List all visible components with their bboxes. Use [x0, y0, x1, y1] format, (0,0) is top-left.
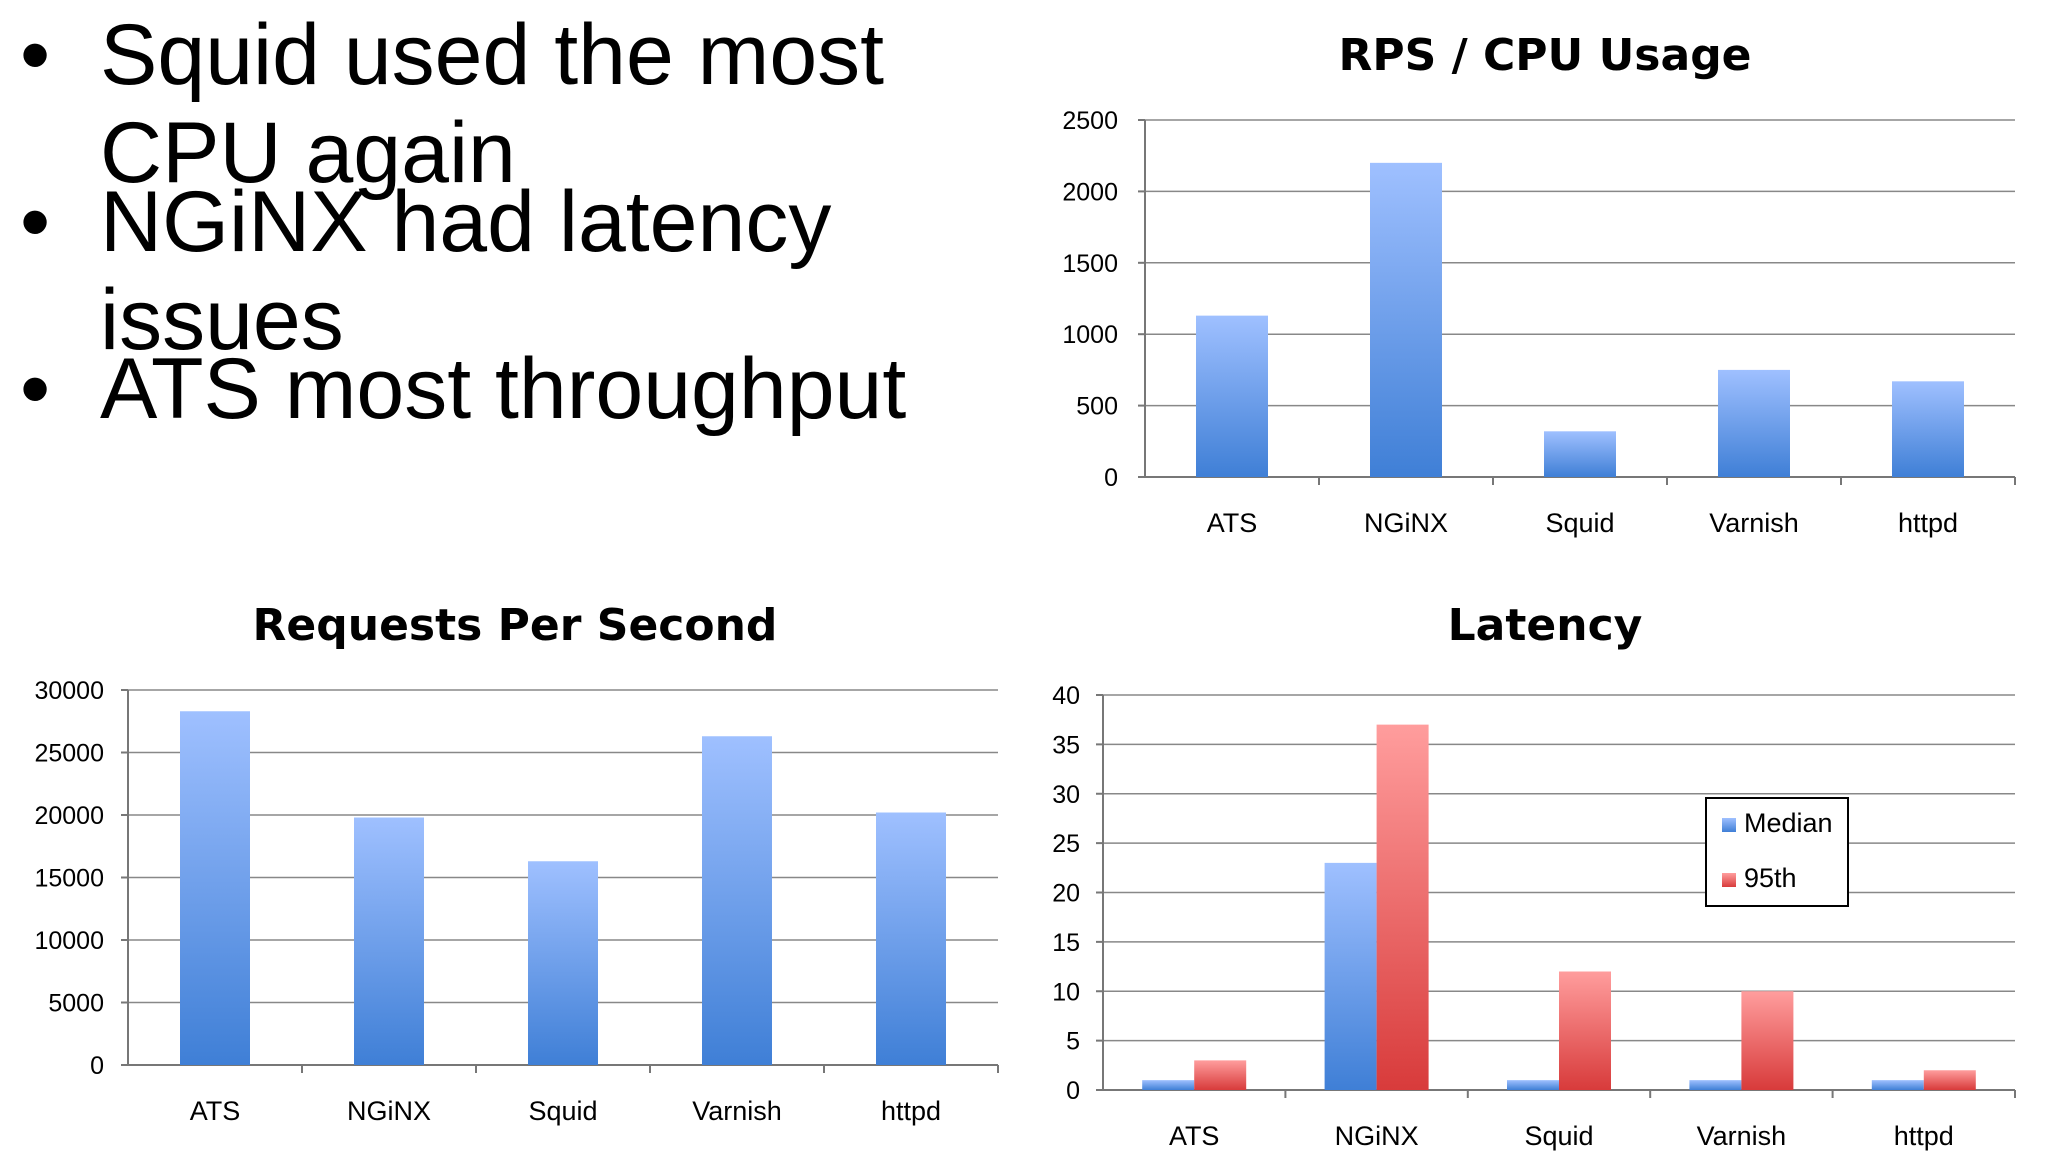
- bar: [180, 711, 250, 1065]
- x-tick-label: httpd: [1894, 1121, 1954, 1151]
- bar-95th: [1923, 1070, 1976, 1090]
- legend-swatch: [1722, 818, 1736, 832]
- y-tick-label: 5: [1066, 1028, 1080, 1056]
- rps_cpu-chart: RPS / CPU Usage 0 500 1000 1500 2000 2500 ATS NG…: [1062, 30, 2016, 538]
- x-tick-label: Squid: [1524, 1121, 1593, 1151]
- bar-95th: [1376, 724, 1429, 1090]
- bullet-symbol: •: [20, 174, 51, 270]
- bar: [1892, 381, 1964, 477]
- legend-label: Median: [1744, 808, 1833, 838]
- x-tick-label: NGiNX: [347, 1096, 431, 1126]
- y-tick-label: 1000: [1062, 321, 1118, 349]
- x-tick-label: NGiNX: [1335, 1121, 1419, 1151]
- bar: [354, 817, 424, 1065]
- bar-95th: [1559, 971, 1611, 1090]
- y-tick-label: 25: [1052, 830, 1080, 858]
- bar-95th: [1194, 1060, 1247, 1090]
- x-tick-label: NGiNX: [1364, 508, 1448, 538]
- y-tick-label: 10000: [34, 927, 104, 955]
- bar: [702, 736, 772, 1065]
- bullet-item: • NGiNX had latency issues: [20, 173, 831, 369]
- bar-median: [1142, 1080, 1195, 1090]
- bar: [1370, 162, 1442, 477]
- chart-title: Requests Per Second: [253, 600, 778, 651]
- y-tick-label: 15000: [34, 865, 104, 893]
- y-tick-label: 0: [1066, 1077, 1080, 1105]
- bar-95th: [1741, 991, 1794, 1090]
- bullet-item: • ATS most throughput: [20, 340, 906, 438]
- y-tick-label: 2500: [1062, 107, 1118, 135]
- x-tick-label: ATS: [1207, 508, 1258, 538]
- y-tick-label: 20: [1052, 880, 1080, 908]
- bar: [1544, 431, 1616, 477]
- bar: [876, 812, 946, 1065]
- y-tick-label: 25000: [34, 740, 104, 768]
- x-tick-label: Varnish: [692, 1096, 782, 1126]
- bar: [1196, 315, 1268, 477]
- y-tick-label: 2000: [1062, 178, 1118, 206]
- y-tick-label: 5000: [48, 990, 104, 1018]
- x-tick-label: Varnish: [1709, 508, 1799, 538]
- y-tick-label: 500: [1076, 393, 1118, 421]
- x-tick-label: httpd: [1898, 508, 1958, 538]
- y-tick-label: 15: [1052, 929, 1080, 957]
- y-tick-label: 0: [1104, 464, 1118, 492]
- legend-box: [1705, 797, 1849, 907]
- y-tick-label: 30000: [34, 677, 104, 705]
- y-tick-label: 10: [1052, 978, 1080, 1006]
- latency-chart: Latency 0 5 10 15 20 25 30 35 40 ATS NGiNX Squid Varn…: [1052, 600, 2016, 1151]
- legend-swatch: [1722, 873, 1736, 887]
- bar: [528, 861, 598, 1065]
- chart-title: Latency: [1448, 600, 1643, 651]
- bullet-text: NGiNX had latency issues: [100, 174, 832, 368]
- bullet-symbol: •: [20, 7, 51, 103]
- bar-median: [1324, 862, 1377, 1090]
- y-tick-label: 30: [1052, 781, 1080, 809]
- bullet-symbol: •: [20, 341, 51, 437]
- x-tick-label: httpd: [881, 1096, 941, 1126]
- x-tick-label: ATS: [190, 1096, 241, 1126]
- x-tick-label: ATS: [1169, 1121, 1220, 1151]
- rps-chart: Requests Per Second 0 5000 10000 15000 20000 2…: [34, 600, 999, 1126]
- legend-label: 95th: [1744, 863, 1797, 893]
- bullet-item: • Squid used the most CPU again: [20, 6, 884, 202]
- bullet-text: ATS most throughput: [100, 341, 907, 437]
- bullet-text: Squid used the most CPU again: [100, 7, 885, 201]
- x-tick-label: Squid: [528, 1096, 597, 1126]
- bar-median: [1689, 1080, 1742, 1090]
- x-tick-label: Varnish: [1697, 1121, 1787, 1151]
- x-tick-label: Squid: [1545, 508, 1614, 538]
- chart-title: RPS / CPU Usage: [1338, 30, 1751, 81]
- bar: [1718, 369, 1790, 477]
- y-tick-label: 40: [1052, 682, 1080, 710]
- y-tick-label: 1500: [1062, 250, 1118, 278]
- y-tick-label: 35: [1052, 731, 1080, 759]
- bar-median: [1871, 1080, 1924, 1090]
- y-tick-label: 0: [90, 1052, 104, 1080]
- y-tick-label: 20000: [34, 802, 104, 830]
- bar-median: [1507, 1080, 1559, 1090]
